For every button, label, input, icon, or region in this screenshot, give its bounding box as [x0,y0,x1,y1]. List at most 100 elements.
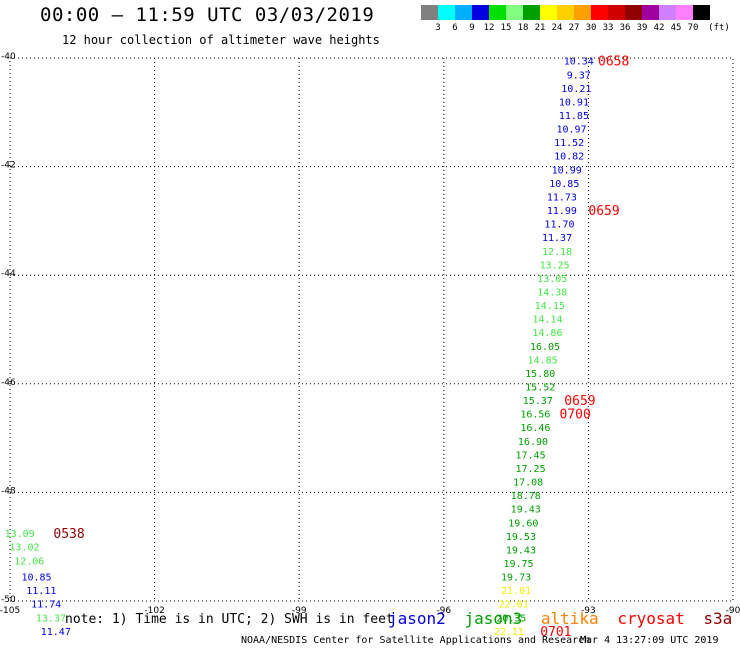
wave-height-value: 22.01 [499,600,529,611]
y-tick-label: -40 [1,52,16,62]
wave-height-value: 15.80 [525,369,555,380]
wave-height-value: 13.25 [540,260,570,271]
wave-height-value: 17.25 [516,464,546,475]
wave-height-value: 14.85 [528,355,558,366]
wave-height-value: 11.85 [559,111,589,122]
wave-height-value: 11.37 [542,233,572,244]
x-tick-label: -93 [581,606,596,616]
wave-height-value: 10.34 [564,57,594,68]
wave-height-value: 15.52 [525,383,555,394]
x-tick-label: -96 [436,606,451,616]
wave-height-value: 12.06 [14,556,44,567]
wave-height-value: 13.37 [36,613,66,624]
wave-height-value: 11.99 [547,206,577,217]
legend-altika: altika [540,609,599,628]
color-scale-tick: 33 [602,23,614,33]
wave-height-value: 10.82 [554,152,584,163]
wave-height-value: 21.01 [501,586,531,597]
wave-height-value: 11.47 [41,627,71,638]
color-scale-tick: 45 [670,23,682,33]
wave-height-value: 10.21 [561,84,591,95]
color-swatch [591,5,608,20]
wave-height-value: 20.35 [496,613,526,624]
x-tick-label: -90 [726,606,740,616]
color-scale-tick: 70 [687,23,699,33]
pass-time-label: 0659 [588,204,619,219]
y-tick-label: -44 [1,269,16,279]
color-swatch [659,5,676,20]
y-tick-label: -46 [1,378,16,388]
wave-height-value: 15.37 [523,396,553,407]
color-scale-tick: 3 [435,23,441,33]
wave-height-value: 16.90 [518,437,548,448]
generation-timestamp: Mar 4 13:27:09 UTC 2019 [580,635,719,646]
x-tick-label: -99 [292,606,307,616]
wave-height-value: 16.05 [530,342,560,353]
pass-time-label: 0658 [598,55,629,70]
wave-height-value: 17.08 [513,478,543,489]
color-swatch [642,5,659,20]
color-swatch [625,5,642,20]
color-swatch [676,5,693,20]
pass-time-label: 0538 [53,527,84,542]
color-scale-tick: 39 [636,23,648,33]
x-tick-label: -102 [144,606,164,616]
color-swatch [540,5,557,20]
pass-time-label: 0659 [564,394,595,409]
y-tick-label: -50 [1,595,16,605]
color-scale-unit: (ft) [708,23,730,33]
color-scale-tick: 15 [500,23,512,33]
color-swatch [574,5,591,20]
color-swatch [489,5,506,20]
wave-height-value: 11.52 [554,138,584,149]
color-swatch [523,5,540,20]
chart-title: 00:00 – 11:59 UTC 03/03/2019 [40,4,375,26]
wave-height-value: 19.43 [511,505,541,516]
color-scale-tick: 36 [619,23,631,33]
wave-height-value: 11.70 [544,220,574,231]
color-scale-tick: 21 [534,23,546,33]
legend-cryosat: cryosat [617,609,685,628]
wave-height-value: 13.02 [9,543,39,554]
wave-height-value: 16.46 [520,423,550,434]
wave-height-value: 14.15 [535,301,565,312]
wave-height-value: 19.43 [506,545,536,556]
color-swatch [557,5,574,20]
pass-time-label: 0701 [540,625,571,640]
footer-note: note: 1) Time is in UTC; 2) SWH is in fe… [65,612,394,627]
color-scale-tick: 27 [568,23,580,33]
wave-height-value: 14.86 [532,328,562,339]
wave-height-value: 19.60 [508,518,538,529]
wave-height-value: 18.78 [511,491,541,502]
color-swatch [506,5,523,20]
wave-height-value: 13.09 [5,529,35,540]
wave-height-value: 10.85 [21,573,51,584]
wave-height-value: 11.11 [26,586,56,597]
color-scale-tick: 6 [452,23,458,33]
credit-line: NOAA/NESDIS Center for Satellite Applica… [241,635,591,646]
legend-jason2: jason2 [388,609,446,628]
y-tick-label: -42 [1,161,16,171]
x-tick-label: -105 [0,606,20,616]
wave-height-value: 22.11 [494,627,524,638]
wave-height-value: 11.74 [31,600,61,611]
legend-jason3: jason3 [464,609,523,628]
color-swatch [438,5,455,20]
wave-height-value: 19.75 [503,559,533,570]
color-scale-tick: 18 [517,23,529,33]
wave-height-value: 14.38 [537,287,567,298]
color-swatch [455,5,472,20]
color-scale-tick: 30 [585,23,597,33]
color-scale-tick: 12 [483,23,495,33]
legend-s3a: s3a [703,609,733,628]
wave-height-value: 12.18 [542,247,572,258]
wave-height-value: 19.53 [506,532,536,543]
wave-height-value: 16.56 [520,410,550,421]
pass-time-label: 0700 [559,408,590,423]
wave-height-value: 11.73 [547,192,577,203]
color-swatch [421,5,438,20]
wave-height-value: 10.97 [556,125,586,136]
wave-height-value: 10.99 [552,165,582,176]
color-scale-tick: 42 [653,23,665,33]
color-scale-tick: 24 [551,23,563,33]
